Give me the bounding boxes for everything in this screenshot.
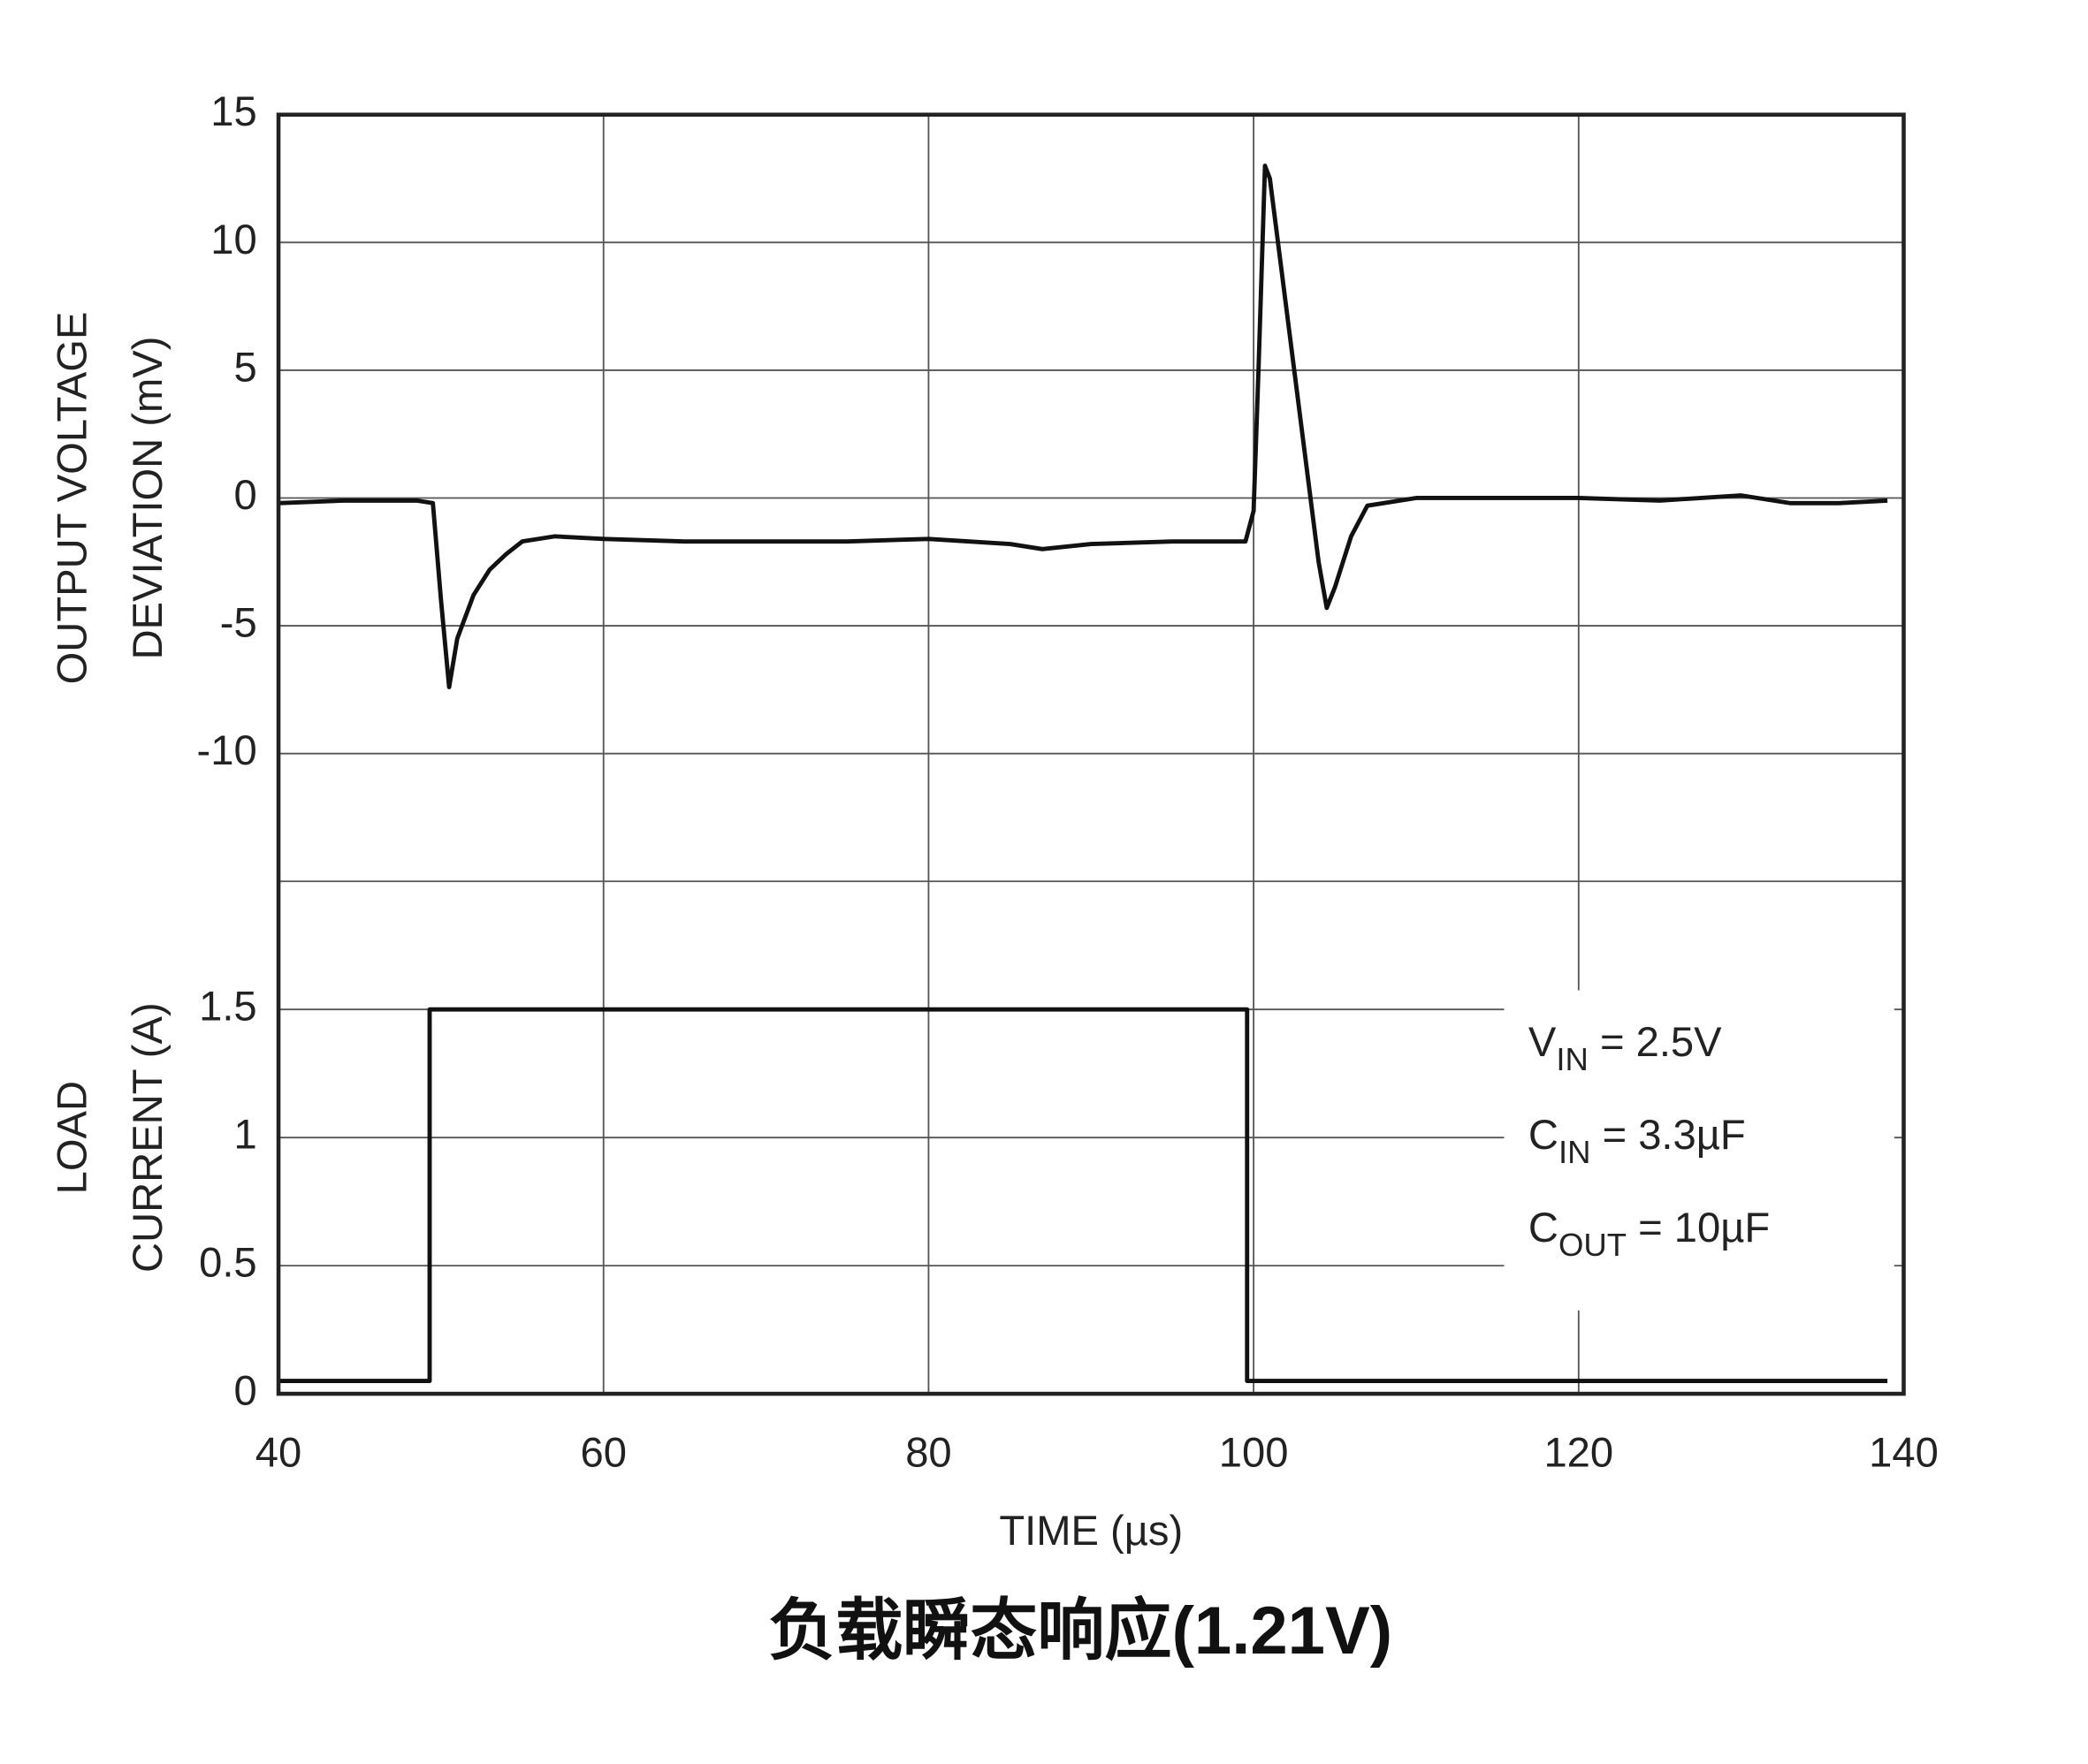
annotation-tail: = 2.5V bbox=[1589, 1018, 1722, 1065]
annotation: CIN = 3.3µF bbox=[1528, 1111, 1746, 1169]
y-axis-label: LOAD bbox=[49, 1081, 95, 1194]
x-tick-label: 120 bbox=[1543, 1429, 1613, 1476]
x-tick-label: 80 bbox=[905, 1429, 951, 1476]
data-line bbox=[278, 1007, 1888, 1384]
y-tick-label: 10 bbox=[210, 216, 256, 262]
annotation-tail: = 3.3µF bbox=[1590, 1111, 1745, 1158]
y-axis-label: DEVIATION (mV) bbox=[124, 337, 171, 660]
annotation-main: C bbox=[1528, 1204, 1558, 1251]
caption: 负载瞬态响应(1.21V) bbox=[768, 1593, 1392, 1669]
x-tick-label: 60 bbox=[581, 1429, 627, 1476]
y-tick-label: -5 bbox=[220, 599, 257, 646]
y-tick-label: 1 bbox=[233, 1111, 256, 1158]
x-tick-label: 100 bbox=[1219, 1429, 1289, 1476]
x-tick-label: 40 bbox=[255, 1429, 301, 1476]
y-axis-label: OUTPUT VOLTAGE bbox=[49, 312, 95, 685]
y-tick-label: 5 bbox=[233, 343, 256, 390]
y-tick-label: 15 bbox=[210, 87, 256, 134]
annotation: COUT = 10µF bbox=[1528, 1204, 1770, 1262]
y-tick-label: 0 bbox=[233, 471, 256, 518]
y-tick-label: 0.5 bbox=[199, 1239, 257, 1286]
plot-frame bbox=[276, 112, 1906, 1396]
x-tick-label: 140 bbox=[1869, 1429, 1939, 1476]
annotation-sub: IN bbox=[1556, 1041, 1589, 1077]
annotation-tail: = 10µF bbox=[1627, 1204, 1770, 1251]
x-axis-label: TIME (µs) bbox=[999, 1507, 1183, 1554]
data-line bbox=[278, 163, 1888, 689]
y-tick-label: -10 bbox=[197, 726, 257, 773]
y-axis-label: CURRENT (A) bbox=[124, 1002, 171, 1273]
y-tick-label: 1.5 bbox=[199, 983, 257, 1030]
annotation-sub: IN bbox=[1558, 1134, 1591, 1170]
y-tick-label: 0 bbox=[233, 1367, 256, 1414]
annotation-main: V bbox=[1528, 1018, 1557, 1065]
annotation: VIN = 2.5V bbox=[1528, 1018, 1722, 1076]
annotation-box bbox=[1504, 990, 1894, 1311]
annotation-sub: OUT bbox=[1558, 1227, 1627, 1263]
annotation-main: C bbox=[1528, 1111, 1558, 1158]
